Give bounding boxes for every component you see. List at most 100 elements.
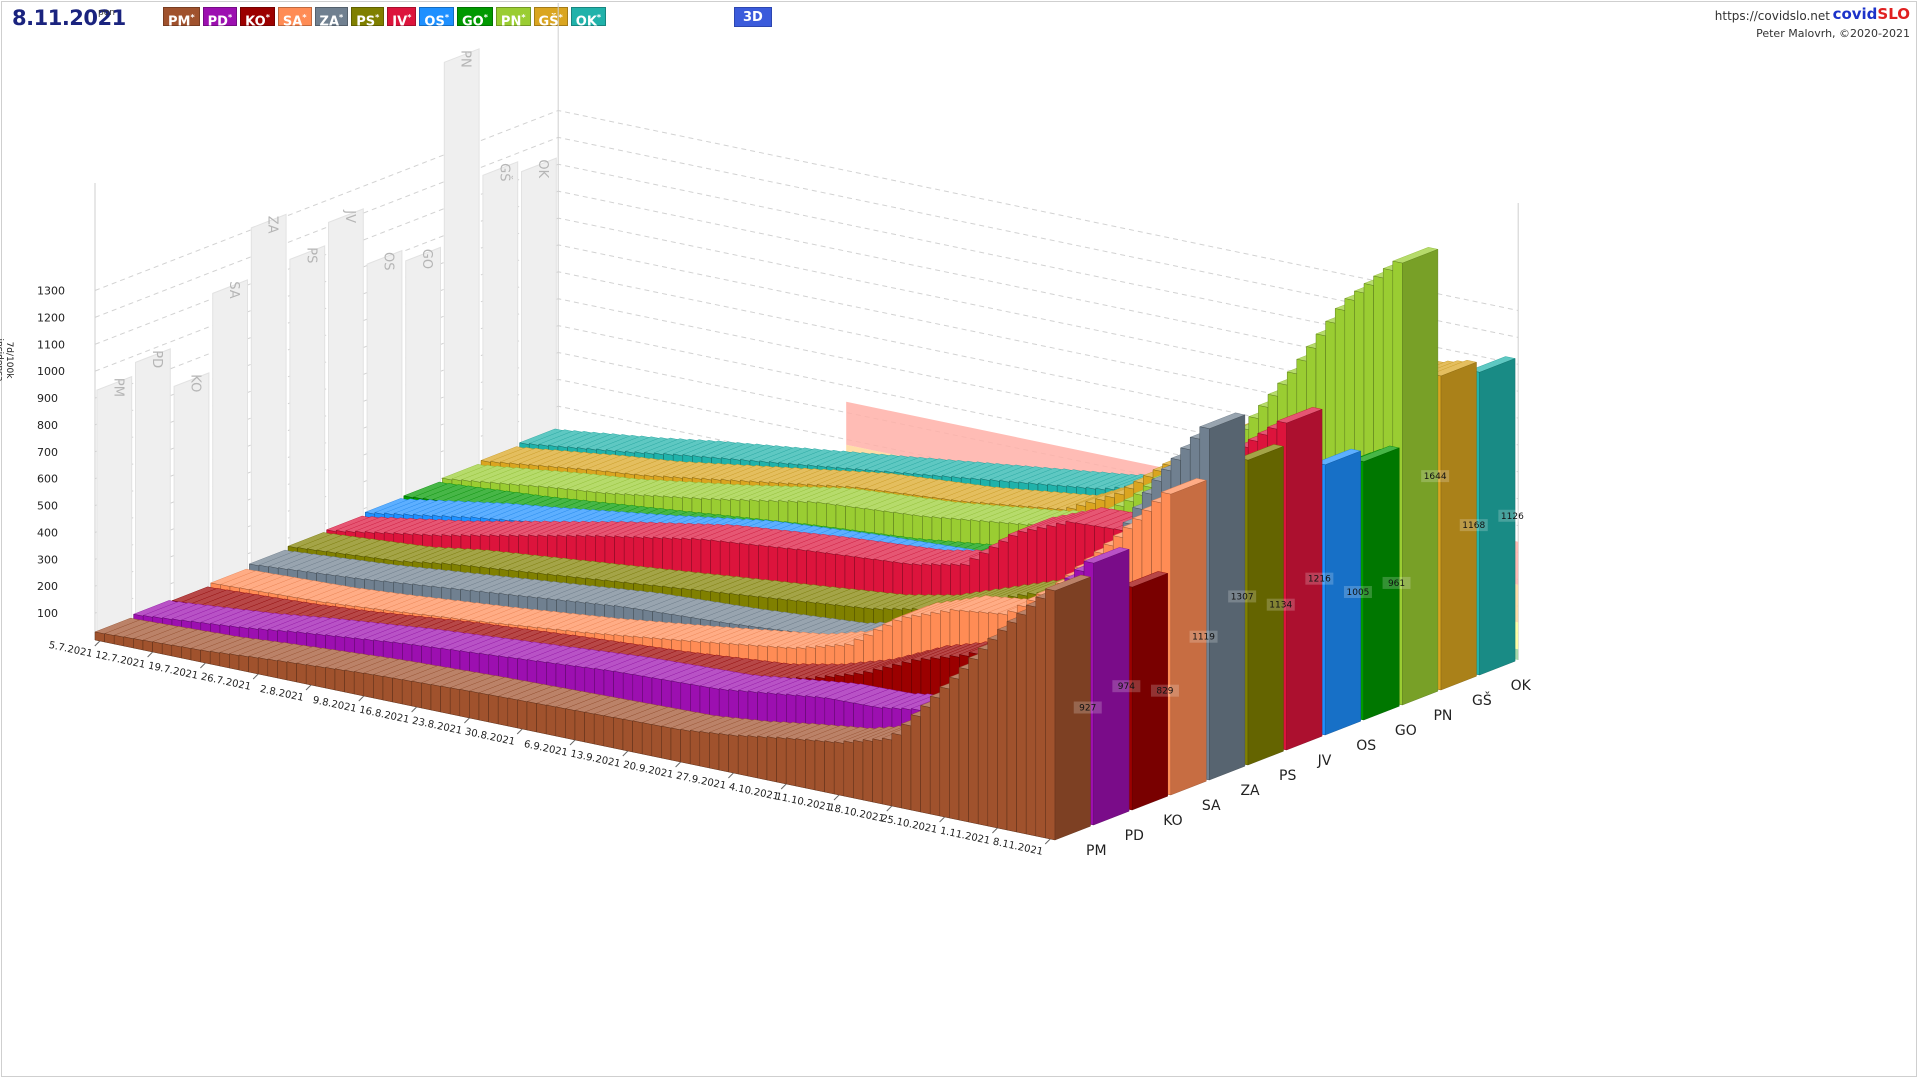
x-tick <box>252 673 259 680</box>
latest-value-label: 1126 <box>1501 512 1524 522</box>
bar <box>161 643 173 657</box>
legend-item-10[interactable]: GŠ* <box>533 7 568 29</box>
legend-item-0[interactable]: PM* <box>163 7 200 30</box>
x-tick <box>622 750 629 757</box>
wall-shadow-bar <box>135 348 171 626</box>
legend-asterisk: * <box>265 13 270 22</box>
row-label: PS <box>1279 768 1296 784</box>
wall-shadow-bar <box>173 372 210 611</box>
legend-item-8[interactable]: GO* <box>457 7 493 29</box>
wall-shadow-bar <box>482 161 519 491</box>
bar-side <box>1324 450 1361 736</box>
legend-item-3[interactable]: SA* <box>277 7 312 29</box>
bar <box>353 671 365 697</box>
x-tick <box>147 651 153 658</box>
legend-item-7[interactable]: OS* <box>419 7 454 30</box>
wall-region-label: GO <box>419 249 434 269</box>
brand-part2: SLO <box>1877 5 1910 23</box>
bar <box>1035 596 1046 839</box>
site-url[interactable]: https://covidslo.net <box>1714 9 1830 23</box>
bar <box>776 736 787 785</box>
x-tick-label: 11.10.2021 <box>774 791 832 814</box>
wall-region-label: OK <box>535 159 550 178</box>
value-label-bg <box>1112 680 1141 693</box>
toggle-3d-button[interactable]: 3D <box>734 7 772 27</box>
bar <box>373 674 384 701</box>
legend-item-9[interactable]: PN* <box>495 7 531 29</box>
series-0 <box>94 574 1092 841</box>
bar <box>795 738 806 789</box>
wall-shadow-bar <box>212 279 248 596</box>
x-tick-label: 8.11.2021 <box>992 837 1044 858</box>
y-tick-label: 800 <box>37 419 58 432</box>
y-tick-label: 300 <box>37 553 58 566</box>
bar <box>200 649 211 665</box>
legend-item-11[interactable]: OK* <box>570 7 607 29</box>
bar <box>958 667 969 823</box>
legend-label: OS <box>424 14 445 30</box>
bar <box>555 706 566 739</box>
wall-shadow-bar <box>96 375 133 641</box>
bar <box>766 736 777 783</box>
y-tick-label: 1100 <box>37 338 65 351</box>
bar <box>401 679 413 707</box>
legend-label: PS <box>356 14 376 30</box>
bar <box>219 652 230 669</box>
latest-value-label: 927 <box>1079 704 1096 714</box>
latest-value-label: 1119 <box>1192 633 1215 643</box>
bar <box>718 732 729 773</box>
bar <box>997 629 1008 831</box>
value-label-bg <box>1150 684 1179 697</box>
wall-shadow-bar <box>443 48 480 506</box>
latest-bar <box>1045 588 1056 841</box>
bar <box>363 672 374 699</box>
brand-logo[interactable]: covidSLO <box>1833 5 1910 23</box>
latest-value-label: 1005 <box>1347 588 1370 598</box>
wall-region-label: ZA <box>265 216 280 234</box>
bar <box>277 659 288 681</box>
latest-value-label: 974 <box>1118 682 1135 692</box>
bar <box>584 711 595 745</box>
x-tick <box>675 761 681 768</box>
bar <box>181 646 192 661</box>
legend-asterisk: * <box>339 13 344 22</box>
bar <box>661 725 672 761</box>
legend-item-5[interactable]: PS* <box>351 7 385 30</box>
wall-shadow-bar <box>250 213 287 581</box>
x-tick-label: 30.8.2021 <box>464 727 516 748</box>
legend-item-6[interactable]: JV* <box>387 7 417 29</box>
bar <box>315 665 326 689</box>
wall-shadow-bar <box>521 157 557 476</box>
legend-label: PM <box>168 14 191 30</box>
bar <box>565 708 576 741</box>
wall-region-label: SA <box>226 281 241 298</box>
legend-asterisk: * <box>596 13 602 22</box>
legend-asterisk: * <box>190 13 195 22</box>
legend-item-4[interactable]: ZA* <box>314 7 349 29</box>
bar <box>478 692 489 723</box>
value-label-bg <box>1421 470 1450 483</box>
x-tick <box>516 728 523 735</box>
bar <box>862 739 873 803</box>
x-tick <box>569 739 576 746</box>
x-tick-label: 1.11.2021 <box>939 826 991 847</box>
bar <box>939 686 950 819</box>
bar <box>929 695 941 817</box>
legend-asterisk: * <box>375 13 380 22</box>
bar <box>632 720 643 755</box>
legend-item-2[interactable]: KO* <box>240 7 275 29</box>
bar-side <box>1093 549 1130 826</box>
bar <box>267 658 278 679</box>
bar <box>305 664 317 687</box>
legend-label: PD <box>207 14 228 30</box>
x-tick <box>833 794 840 801</box>
x-tick <box>939 816 945 823</box>
value-label-bg <box>1498 509 1527 522</box>
bar-side <box>1286 409 1323 751</box>
legend-item-1[interactable]: PD* <box>202 7 238 30</box>
bar <box>296 662 307 685</box>
bar <box>785 737 797 787</box>
x-tick-label: 19.7.2021 <box>147 661 199 682</box>
bar <box>949 676 960 821</box>
bar <box>853 739 864 801</box>
